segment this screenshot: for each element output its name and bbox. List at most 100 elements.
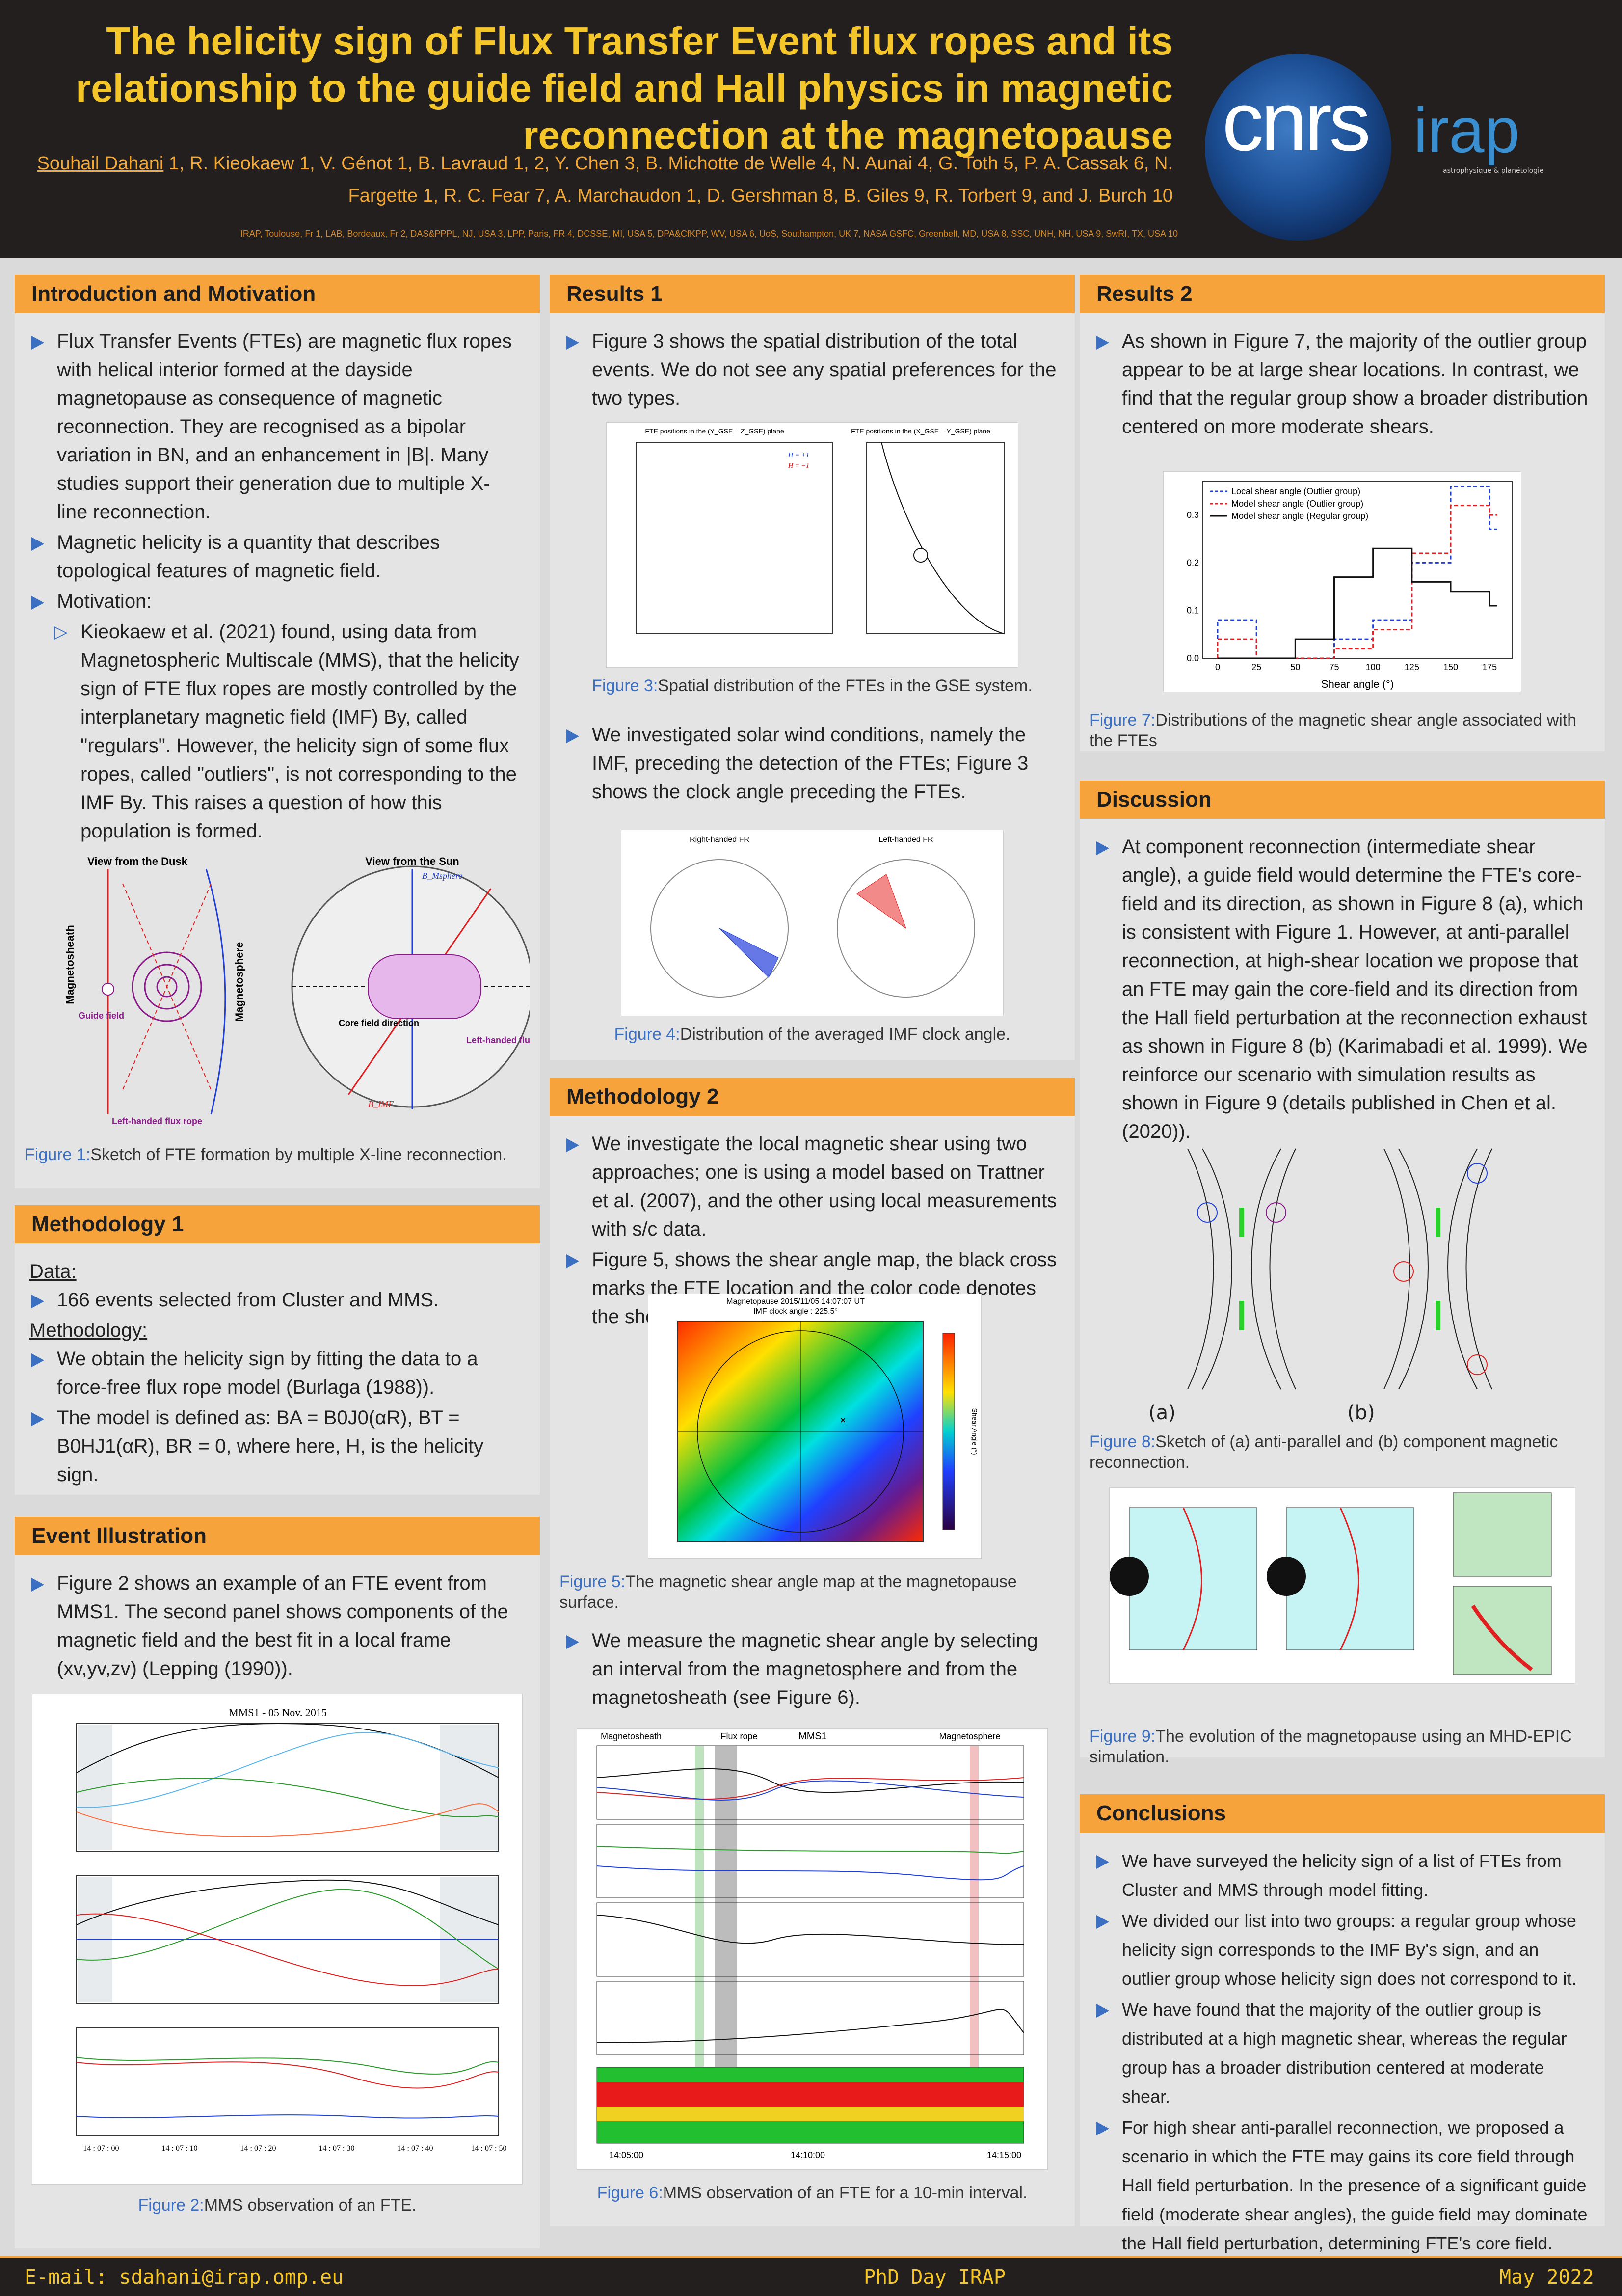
bullet: We investigate the local magnetic shear … bbox=[564, 1130, 1060, 1243]
legend-label: Local shear angle (Outlier group) bbox=[1231, 486, 1360, 496]
irap-logo-text: irap bbox=[1413, 94, 1520, 166]
fig6-xtick: 14:10:00 bbox=[791, 2150, 825, 2160]
fig6-panel-v bbox=[596, 1824, 1024, 1898]
hist-xtick: 50 bbox=[1290, 662, 1300, 672]
fig1-label-dusk: View from the Dusk bbox=[87, 855, 188, 867]
spectrogram-band bbox=[597, 2107, 1024, 2121]
earth-icon bbox=[913, 548, 928, 563]
hist-xtick: 0 bbox=[1215, 662, 1220, 672]
fig6-panel-n bbox=[596, 1902, 1024, 1977]
bullet: Figure 2 shows an example of an FTE even… bbox=[29, 1569, 525, 1683]
fig5-cbar-label: Shear Angle (°) bbox=[971, 1408, 979, 1455]
fig6-trace bbox=[596, 1865, 1024, 1881]
caption-text: The magnetic shear angle map at the magn… bbox=[559, 1572, 1017, 1612]
fig6-flux-rope: Flux rope bbox=[720, 1731, 757, 1741]
fig3-legend-minus: H = −1 bbox=[788, 462, 809, 470]
data-label: Data: bbox=[29, 1261, 77, 1282]
guide-field-icon bbox=[102, 983, 114, 996]
fig2-xtick: 14 : 07 : 20 bbox=[240, 2144, 276, 2153]
fig1-label-sun: View from the Sun bbox=[365, 855, 459, 867]
fig6-trace bbox=[596, 1777, 1024, 1800]
figure-4-caption: Figure 4:Distribution of the averaged IM… bbox=[550, 1021, 1075, 1048]
figure-2-plot: MMS1 - 05 Nov. 2015 14 : 07 : 00 14 : 07… bbox=[76, 1706, 506, 2153]
figure-6-plot: MMS1 Magnetosheath Flux rope Magnetosphe… bbox=[596, 1731, 1024, 2160]
figure-9-plot bbox=[1110, 1492, 1552, 1675]
hall-field-icon bbox=[1467, 1163, 1488, 1184]
fig1-bimf: B_IMF bbox=[368, 1099, 394, 1109]
section-heading: Results 1 bbox=[550, 275, 1075, 313]
figure-3-caption: Figure 3:Spatial distribution of the FTE… bbox=[550, 673, 1075, 699]
poster-header: The helicity sign of Flux Transfer Event… bbox=[0, 0, 1622, 258]
hist-ytick: 0.0 bbox=[1187, 653, 1199, 663]
caption-text: MMS observation of an FTE for a 10-min i… bbox=[663, 2184, 1028, 2202]
spectrogram-band bbox=[597, 2082, 1024, 2107]
fig4-title-a: Right-handed FR bbox=[690, 836, 749, 844]
contact-email: E-mail: sdahani@irap.omp.eu bbox=[25, 2266, 344, 2289]
fig2-xtick: 14 : 07 : 40 bbox=[398, 2144, 433, 2153]
bullet: Flux Transfer Events (FTEs) are magnetic… bbox=[29, 327, 525, 526]
fig5-subtitle: IMF clock angle : 225.5° bbox=[753, 1307, 838, 1316]
figure-5: Magnetopause 2015/11/05 14:07:07 UT IMF … bbox=[648, 1294, 982, 1559]
hist-xtick: 150 bbox=[1443, 662, 1458, 672]
methodology-label: Methodology: bbox=[29, 1320, 148, 1341]
conclusions-panel: Conclusions We have surveyed the helicit… bbox=[1080, 1794, 1605, 2253]
hist-axes bbox=[1202, 481, 1513, 659]
caption-label: Figure 3: bbox=[592, 676, 658, 695]
field-line bbox=[1383, 1148, 1410, 1390]
caption-text: Sketch of (a) anti-parallel and (b) comp… bbox=[1090, 1432, 1558, 1472]
first-author: Souhail Dahani bbox=[37, 153, 164, 174]
section-heading: Conclusions bbox=[1080, 1794, 1605, 1833]
discussion-panel: Discussion At component reconnection (in… bbox=[1080, 781, 1605, 1766]
hist-marks: 0 25 50 75 100 125 150 175 0.0 0.1 0.2 0.3 bbox=[1187, 486, 1497, 672]
fig3-axes-a bbox=[636, 442, 833, 634]
cnrs-logo-text: cnrs bbox=[1222, 75, 1371, 168]
figure-7-histogram: 0 25 50 75 100 125 150 175 0.0 0.1 0.2 0.3 Local sh… bbox=[1187, 481, 1513, 690]
figure-8 bbox=[1143, 1144, 1546, 1399]
affiliations: IRAP, Toulouse, Fr 1, LAB, Bordeaux, Fr … bbox=[240, 229, 1178, 239]
fig1-magnetosheath: Magnetosheath bbox=[64, 925, 76, 1004]
field-line bbox=[1269, 1148, 1296, 1390]
bullet: We divided our list into two groups: a r… bbox=[1094, 1906, 1590, 1993]
section-heading: Discussion bbox=[1080, 781, 1605, 819]
title-line: reconnection at the magnetopause bbox=[523, 113, 1173, 157]
fte-cross-icon: × bbox=[840, 1415, 846, 1425]
figure-1: View from the Dusk View from the Sun Mag… bbox=[25, 854, 557, 1129]
caption-label: Figure 7: bbox=[1090, 711, 1156, 729]
bullet: For high shear anti-parallel reconnectio… bbox=[1094, 2113, 1590, 2258]
trace-b-total-2 bbox=[76, 1879, 499, 1925]
trace-bzv bbox=[76, 1913, 499, 1986]
fig8-label-a: (a) bbox=[1148, 1402, 1176, 1424]
sim-zoom-panel bbox=[1453, 1586, 1552, 1675]
results-2-panel: Results 2 As shown in Figure 7, the majo… bbox=[1080, 275, 1605, 751]
hist-xlabel: Shear angle (°) bbox=[1321, 678, 1394, 690]
trace-bxgse bbox=[76, 1732, 499, 1808]
figure-1-sketch: View from the Dusk View from the Sun Mag… bbox=[64, 855, 557, 1126]
flux-rope-middle bbox=[144, 964, 190, 1010]
section-heading: Introduction and Motivation bbox=[15, 275, 540, 313]
fig3-title-b: FTE positions in the (X_GSE – Y_GSE) pla… bbox=[851, 427, 990, 435]
section-body: We have surveyed the helicity sign of a … bbox=[1080, 1833, 1605, 2258]
fig8-panel-a bbox=[1187, 1148, 1296, 1390]
hist-xtick: 125 bbox=[1405, 662, 1419, 672]
bullet: Figure 3 shows the spatial distribution … bbox=[564, 327, 1060, 412]
figure-3-plot: FTE positions in the (Y_GSE – Z_GSE) pla… bbox=[636, 427, 1005, 634]
trace-vi-x bbox=[76, 2114, 499, 2119]
separatrix bbox=[122, 883, 212, 1090]
bullet: Magnetic helicity is a quantity that des… bbox=[29, 528, 525, 585]
earth-icon bbox=[1267, 1557, 1306, 1596]
results-1-panel: Results 1 Figure 3 shows the spatial dis… bbox=[550, 275, 1075, 1060]
fig1-bmag: B_Msphere bbox=[422, 871, 462, 881]
fig1-left-handed: Left-handed flux rope bbox=[112, 1116, 202, 1126]
poster-footer: E-mail: sdahani@irap.omp.eu PhD Day IRAP… bbox=[0, 2256, 1622, 2296]
fig3-title-a: FTE positions in the (Y_GSE – Z_GSE) pla… bbox=[645, 427, 784, 435]
trace-vi-y bbox=[76, 2057, 499, 2075]
polar-grid-a bbox=[650, 859, 789, 998]
section-heading: Results 2 bbox=[1080, 275, 1605, 313]
poster-title: The helicity sign of Flux Transfer Event… bbox=[29, 18, 1173, 159]
bullet: Motivation: bbox=[29, 587, 525, 616]
fig6-trace bbox=[596, 1915, 1024, 1945]
fig6-xtick: 14:05:00 bbox=[609, 2150, 643, 2160]
methodology-1-panel: Methodology 1 Data: 166 events selected … bbox=[15, 1205, 540, 1495]
cnrs-logo-icon bbox=[1205, 54, 1391, 241]
magnetopause-current bbox=[1182, 1507, 1202, 1650]
